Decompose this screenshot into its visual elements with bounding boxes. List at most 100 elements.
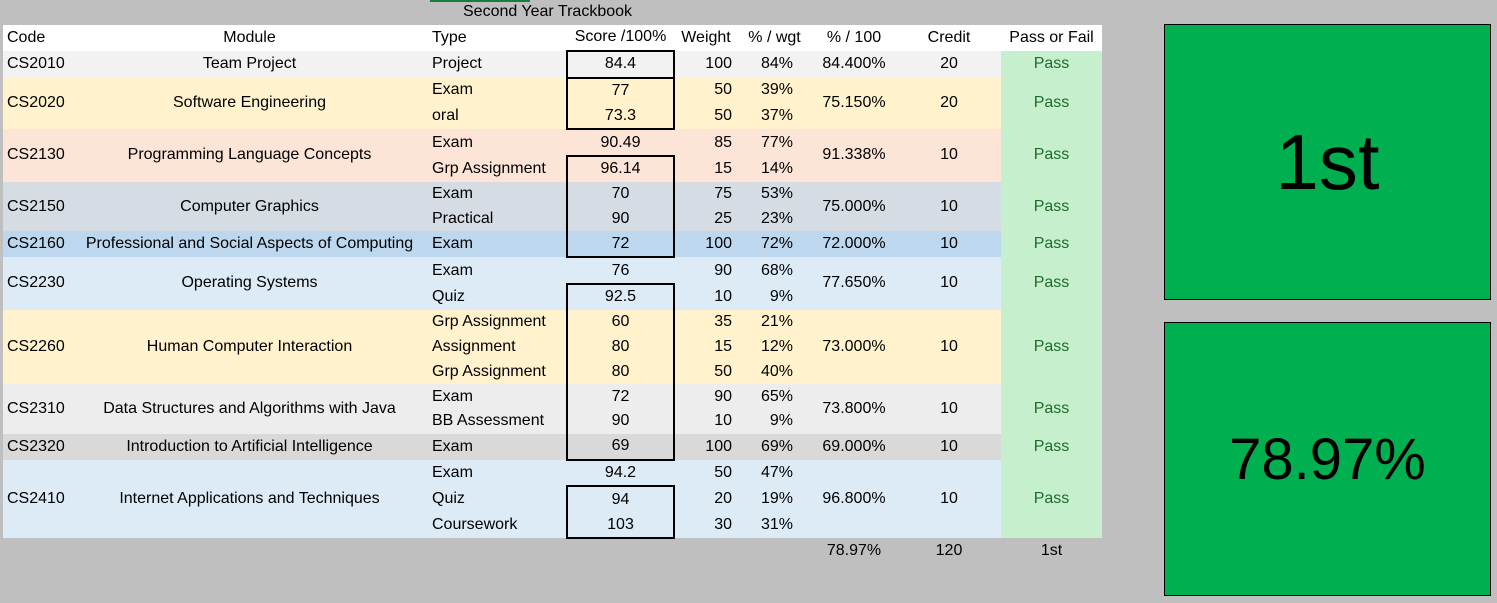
weighted-percent-cell[interactable]: 77%	[760, 133, 793, 151]
assessment-type-cell[interactable]: BB Assessment	[432, 412, 545, 430]
totals-empty-cell[interactable]	[428, 537, 567, 564]
assessment-type-cell[interactable]: Assignment	[432, 337, 516, 355]
module-percent-cell[interactable]: 69.000%	[822, 437, 886, 455]
weighted-percent-cell[interactable]: 12%	[760, 337, 793, 355]
header-type[interactable]: Type	[428, 25, 567, 51]
credit-cell[interactable]: 10	[940, 274, 958, 292]
score-cell[interactable]: 72	[566, 384, 675, 409]
score-cell[interactable]: 92.5	[566, 282, 675, 310]
module-name-cell[interactable]: Professional and Social Aspects of Compu…	[85, 235, 414, 253]
pass-fail-cell[interactable]: Pass	[1001, 50, 1102, 78]
module-code-cell[interactable]: CS2230	[7, 274, 65, 292]
total-credit-cell[interactable]: 120	[897, 537, 1001, 564]
module-percent-cell[interactable]: 91.338%	[822, 146, 886, 164]
pass-fail-cell[interactable]: Pass	[1001, 459, 1102, 538]
totals-empty-cell[interactable]	[3, 537, 71, 564]
score-cell[interactable]: 80	[566, 359, 675, 385]
weight-cell[interactable]: 90	[714, 387, 732, 405]
credit-cell[interactable]: 20	[940, 55, 958, 73]
weight-cell[interactable]: 15	[714, 337, 732, 355]
score-cell[interactable]: 70	[566, 181, 675, 207]
module-percent-cell[interactable]: 77.650%	[822, 274, 886, 292]
pass-fail-cell[interactable]: Pass	[1001, 231, 1102, 258]
assessment-type-cell[interactable]: Exam	[432, 463, 473, 481]
module-name-cell[interactable]: Human Computer Interaction	[146, 337, 353, 355]
weighted-percent-cell[interactable]: 37%	[760, 107, 793, 125]
weighted-percent-cell[interactable]: 65%	[760, 387, 793, 405]
score-cell[interactable]: 90.49	[600, 133, 641, 151]
weighted-percent-cell[interactable]: 68%	[760, 261, 793, 279]
score-cell[interactable]: 96.14	[566, 154, 675, 182]
weight-cell[interactable]: 10	[714, 287, 732, 305]
score-cell[interactable]: 84.4	[566, 49, 675, 79]
assessment-type-cell[interactable]: Quiz	[432, 287, 465, 305]
module-percent-cell[interactable]: 96.800%	[822, 489, 886, 507]
total-average-cell[interactable]: 78.97%	[811, 537, 897, 564]
weighted-percent-cell[interactable]: 31%	[760, 516, 793, 534]
score-cell[interactable]: 60	[566, 309, 675, 335]
weight-cell[interactable]: 50	[714, 362, 732, 380]
module-code-cell[interactable]: CS2410	[7, 489, 65, 507]
assessment-type-cell[interactable]: oral	[432, 107, 459, 125]
assessment-type-cell[interactable]: Project	[432, 55, 482, 73]
credit-cell[interactable]: 10	[940, 489, 958, 507]
pass-fail-cell[interactable]: Pass	[1001, 129, 1102, 182]
totals-empty-cell[interactable]	[71, 537, 428, 564]
header-pass-fail[interactable]: Pass or Fail	[1001, 25, 1102, 51]
module-code-cell[interactable]: CS2260	[7, 337, 65, 355]
module-name-cell[interactable]: Programming Language Concepts	[127, 146, 372, 164]
module-name-cell[interactable]: Software Engineering	[173, 94, 326, 112]
pass-fail-cell[interactable]: Pass	[1001, 309, 1102, 385]
weight-cell[interactable]: 100	[705, 55, 732, 73]
score-cell[interactable]: 90	[566, 408, 675, 434]
totals-empty-cell[interactable]	[738, 537, 811, 564]
module-percent-cell[interactable]: 75.000%	[822, 197, 886, 215]
assessment-type-cell[interactable]: Exam	[432, 387, 473, 405]
module-code-cell[interactable]: CS2130	[7, 146, 65, 164]
assessment-type-cell[interactable]: Exam	[432, 235, 473, 253]
module-percent-cell[interactable]: 73.800%	[822, 399, 886, 417]
assessment-type-cell[interactable]: Coursework	[432, 516, 518, 534]
assessment-type-cell[interactable]: Grp Assignment	[432, 159, 546, 177]
header-credit[interactable]: Credit	[897, 25, 1001, 51]
weight-cell[interactable]: 50	[714, 463, 732, 481]
module-percent-cell[interactable]: 72.000%	[822, 235, 886, 253]
total-classification-cell[interactable]: 1st	[1001, 537, 1102, 564]
module-percent-cell[interactable]: 75.150%	[822, 94, 886, 112]
score-cell[interactable]: 103	[566, 512, 675, 539]
weight-cell[interactable]: 20	[714, 490, 732, 508]
assessment-type-cell[interactable]: Exam	[432, 133, 473, 151]
score-cell[interactable]: 76	[611, 261, 630, 279]
pass-fail-cell[interactable]: Pass	[1001, 77, 1102, 130]
weight-cell[interactable]: 100	[705, 235, 732, 253]
totals-empty-cell[interactable]	[567, 537, 674, 564]
score-cell[interactable]: 80	[566, 334, 675, 360]
weight-cell[interactable]: 25	[714, 209, 732, 227]
weight-cell[interactable]: 35	[714, 313, 732, 331]
weighted-percent-cell[interactable]: 40%	[760, 362, 793, 380]
weighted-percent-cell[interactable]: 19%	[760, 490, 793, 508]
module-code-cell[interactable]: CS2320	[7, 437, 65, 455]
header-score[interactable]: Score /100%	[567, 25, 674, 51]
credit-cell[interactable]: 10	[940, 399, 958, 417]
score-cell[interactable]: 90	[566, 206, 675, 232]
pass-fail-cell[interactable]: Pass	[1001, 384, 1102, 434]
weight-cell[interactable]: 50	[714, 107, 732, 125]
module-name-cell[interactable]: Computer Graphics	[180, 197, 319, 215]
assessment-type-cell[interactable]: Practical	[432, 209, 494, 227]
weighted-percent-cell[interactable]: 69%	[760, 437, 793, 455]
weight-cell[interactable]: 75	[714, 185, 732, 203]
module-code-cell[interactable]: CS2020	[7, 94, 65, 112]
weighted-percent-cell[interactable]: 53%	[760, 185, 793, 203]
credit-cell[interactable]: 20	[940, 94, 958, 112]
weighted-percent-cell[interactable]: 14%	[760, 159, 793, 177]
credit-cell[interactable]: 10	[940, 235, 958, 253]
module-name-cell[interactable]: Introduction to Artificial Intelligence	[126, 437, 373, 455]
weight-cell[interactable]: 30	[714, 516, 732, 534]
weighted-percent-cell[interactable]: 9%	[769, 287, 793, 305]
credit-cell[interactable]: 10	[940, 437, 958, 455]
module-percent-cell[interactable]: 73.000%	[822, 337, 886, 355]
score-cell[interactable]: 69	[566, 433, 675, 461]
score-cell[interactable]: 77	[566, 76, 675, 104]
header-pct-100[interactable]: % / 100	[811, 25, 897, 51]
